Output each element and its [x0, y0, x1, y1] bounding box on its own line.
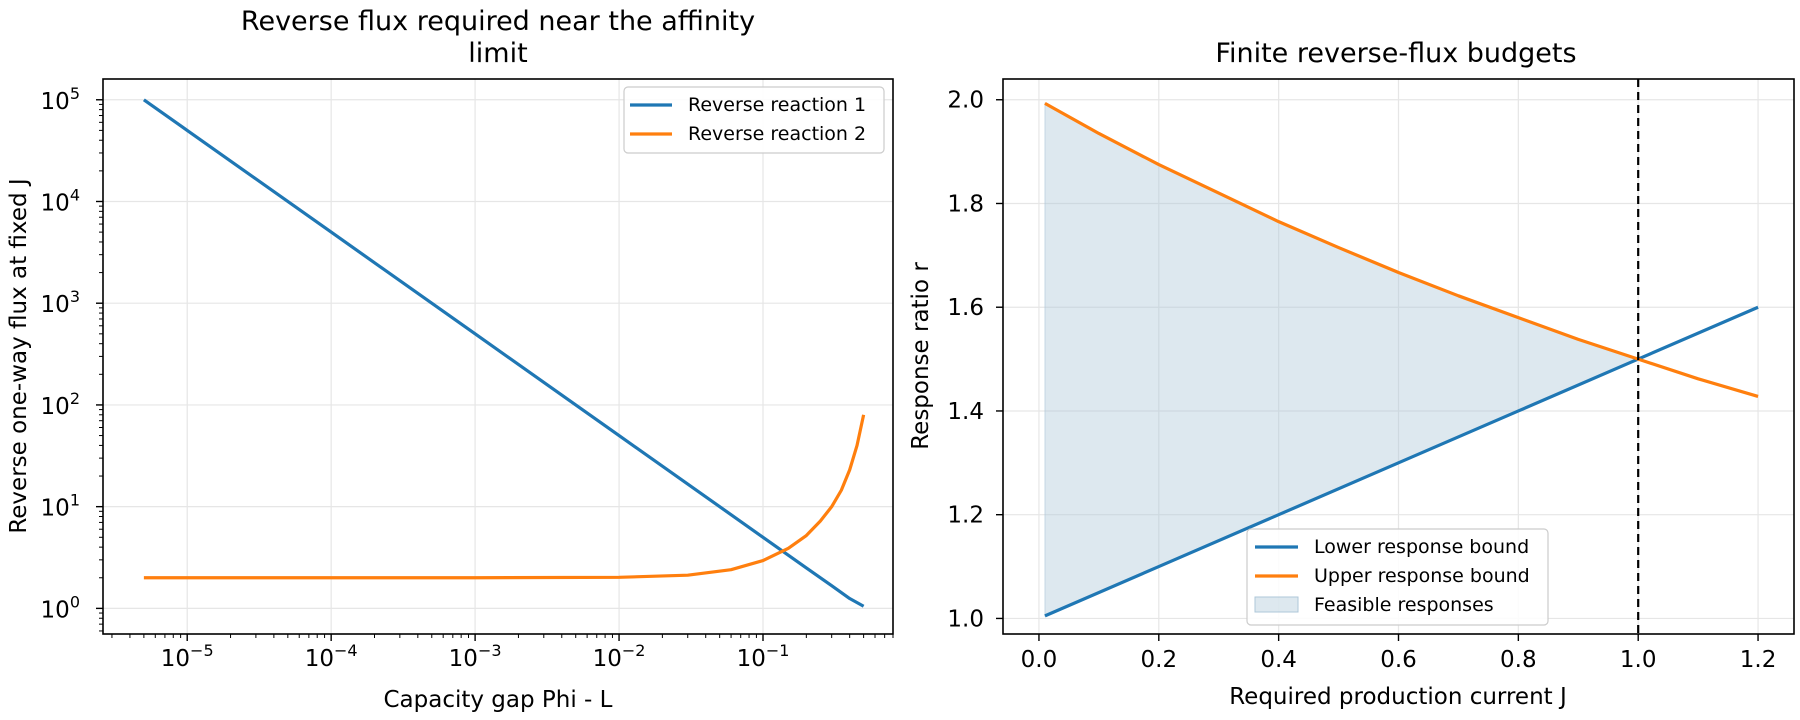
- x-tick-label: 10−3: [449, 641, 502, 672]
- y-tick-label: 101: [41, 491, 80, 522]
- chart-right-y-axis: 1.0 1.2 1.4 1.6 1.8 2.0: [947, 88, 1003, 632]
- chart-right: Finite reverse-flux budgets 0.0 0.2 0.4 0.6…: [908, 38, 1795, 710]
- y-tick-label: 103: [41, 287, 80, 318]
- x-tick-label: 1.0: [1620, 647, 1657, 673]
- y-tick-label: 1.2: [947, 503, 984, 529]
- x-tick-label: 0.0: [1021, 647, 1058, 673]
- chart-left-y-axis: 100 101 102 103 104 105: [41, 84, 103, 632]
- y-tick-label: 104: [41, 185, 80, 216]
- chart-left-legend: Reverse reaction 1 Reverse reaction 2: [623, 86, 885, 154]
- chart-left-x-axis: 10−5 10−4 10−3 10−2 10−1: [111, 634, 894, 672]
- x-tick-label: 0.6: [1380, 647, 1417, 673]
- series-line-reverse-reaction-2: [143, 414, 866, 580]
- chart-left-plot-frame: [102, 78, 894, 635]
- chart-right-legend-label-feasible-responses: Feasible responses: [1314, 594, 1494, 616]
- chart-left-legend-label-reverse-reaction-1: Reverse reaction 1: [688, 94, 866, 116]
- chart-left-x-axis-label: Capacity gap Phi - L: [383, 687, 612, 713]
- chart-left-legend-label-reverse-reaction-2: Reverse reaction 2: [688, 123, 866, 145]
- series-line-reverse-reaction-1: [142, 98, 865, 608]
- y-tick-label: 2.0: [947, 88, 984, 114]
- chart-right-legend-label-lower-response-bound: Lower response bound: [1314, 536, 1529, 558]
- x-tick-label: 10−1: [737, 641, 790, 672]
- chart-right-legend-label-upper-response-bound: Upper response bound: [1314, 565, 1530, 587]
- chart-right-x-axis-label: Required production current J: [1229, 684, 1567, 710]
- chart-right-x-axis: 0.0 0.2 0.4 0.6 0.8 1.0 1.2: [1021, 634, 1777, 673]
- y-tick-label: 100: [41, 592, 80, 623]
- x-tick-label: 10−5: [161, 641, 214, 672]
- chart-right-legend: Lower response bound Upper response boun…: [1246, 528, 1549, 626]
- chart-left-grid: [103, 79, 893, 634]
- chart-right-legend-box: [1246, 528, 1549, 626]
- chart-right-title: Finite reverse-flux budgets: [1215, 38, 1576, 69]
- x-tick-label: 10−4: [305, 641, 358, 672]
- chart-left-title-line1: Reverse flux required near the affinity: [241, 6, 755, 37]
- x-tick-label: 1.2: [1740, 647, 1777, 673]
- y-tick-label: 1.8: [947, 191, 984, 217]
- x-tick-label: 10−2: [593, 641, 646, 672]
- x-tick-label: 0.8: [1500, 647, 1537, 673]
- y-tick-label: 1.6: [947, 295, 984, 321]
- chart-left-legend-box: [623, 86, 885, 154]
- y-tick-label: 1.0: [947, 606, 984, 632]
- chart-left-title-line2: limit: [468, 38, 527, 69]
- x-tick-label: 0.2: [1141, 647, 1178, 673]
- y-tick-label: 102: [41, 389, 80, 420]
- x-tick-label: 0.4: [1260, 647, 1297, 673]
- chart-right-y-axis-label: Response ratio r: [908, 262, 934, 450]
- chart-left-y-axis-label: Reverse one-way flux at fixed J: [6, 178, 32, 533]
- chart-left: Reverse flux required near the affinity …: [6, 6, 894, 713]
- y-tick-label: 105: [41, 84, 80, 115]
- y-tick-label: 1.4: [947, 399, 984, 425]
- chart-right-legend-swatch-feasible-responses: [1254, 596, 1299, 613]
- chart-left-series-layer: [142, 98, 866, 608]
